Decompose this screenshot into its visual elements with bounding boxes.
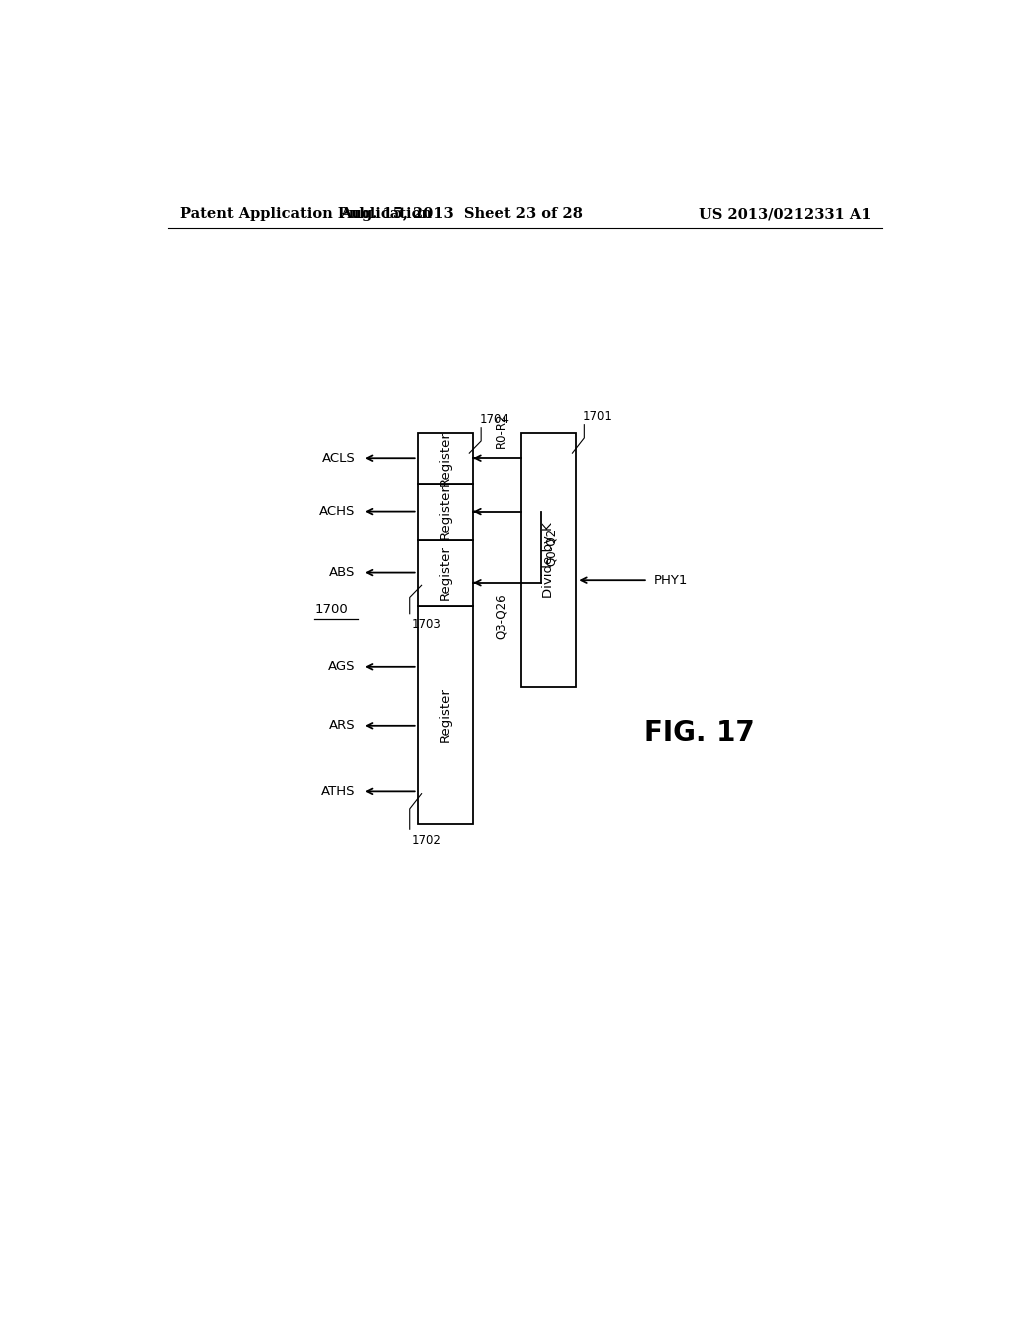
FancyBboxPatch shape <box>418 606 473 824</box>
Text: Q3-Q26: Q3-Q26 <box>495 593 508 639</box>
Text: Patent Application Publication: Patent Application Publication <box>179 207 431 222</box>
Text: 1700: 1700 <box>314 603 348 615</box>
Text: Q0-Q2: Q0-Q2 <box>545 528 558 566</box>
Text: ABS: ABS <box>330 566 355 579</box>
Text: FIG. 17: FIG. 17 <box>644 718 755 747</box>
Text: Register: Register <box>439 545 452 601</box>
Text: Register: Register <box>439 430 452 486</box>
Text: 1701: 1701 <box>583 409 612 422</box>
Text: Register: Register <box>439 688 452 742</box>
Text: R0-R2: R0-R2 <box>495 413 508 447</box>
FancyBboxPatch shape <box>521 433 577 686</box>
Text: ARS: ARS <box>329 719 355 733</box>
FancyBboxPatch shape <box>418 483 473 540</box>
FancyBboxPatch shape <box>418 540 473 606</box>
Text: ATHS: ATHS <box>322 785 355 797</box>
FancyBboxPatch shape <box>418 433 473 483</box>
Text: 1703: 1703 <box>412 618 441 631</box>
Text: ACHS: ACHS <box>319 506 355 517</box>
Text: Register: Register <box>439 484 452 539</box>
Text: ACLS: ACLS <box>322 451 355 465</box>
Text: AGS: AGS <box>329 660 355 673</box>
Text: PHY1: PHY1 <box>654 574 688 586</box>
Text: Divide by K: Divide by K <box>542 521 555 598</box>
Text: 1702: 1702 <box>412 834 441 847</box>
Text: 1704: 1704 <box>479 413 509 426</box>
Text: US 2013/0212331 A1: US 2013/0212331 A1 <box>699 207 871 222</box>
Text: Aug. 15, 2013  Sheet 23 of 28: Aug. 15, 2013 Sheet 23 of 28 <box>340 207 583 222</box>
